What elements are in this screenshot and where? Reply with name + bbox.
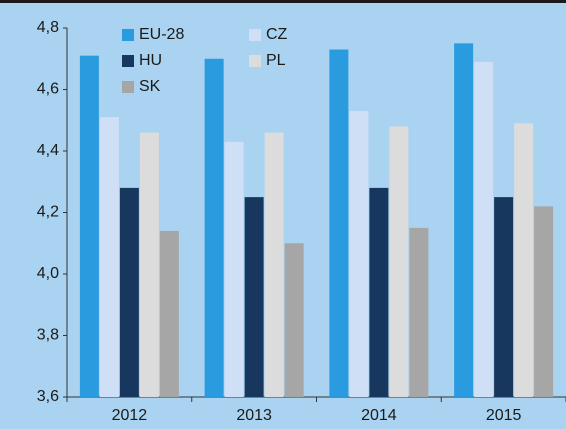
bar xyxy=(139,132,159,398)
bar xyxy=(389,126,409,398)
legend-label: CZ xyxy=(266,26,288,43)
legend-label: SK xyxy=(139,78,161,95)
y-tick-label: 4,8 xyxy=(37,19,59,36)
bar xyxy=(204,58,224,397)
legend-label: HU xyxy=(139,52,162,69)
bar xyxy=(159,230,179,397)
bar xyxy=(329,49,349,398)
bar xyxy=(119,187,139,397)
x-tick-label: 2015 xyxy=(486,407,522,424)
legend-swatch xyxy=(122,81,134,93)
bar xyxy=(224,141,244,397)
bar xyxy=(349,111,369,398)
y-tick-label: 4,4 xyxy=(37,142,59,159)
y-tick-label: 3,8 xyxy=(37,327,59,344)
bar xyxy=(494,197,514,397)
legend-swatch xyxy=(249,55,261,67)
legend-label: EU-28 xyxy=(139,26,184,43)
bar xyxy=(369,187,389,397)
y-tick-label: 4,0 xyxy=(37,265,59,282)
bar xyxy=(244,197,264,397)
x-tick-label: 2012 xyxy=(112,407,148,424)
bar xyxy=(99,117,119,398)
bar xyxy=(284,243,304,397)
legend-swatch xyxy=(122,55,134,67)
x-tick-label: 2013 xyxy=(236,407,272,424)
y-tick-label: 4,2 xyxy=(37,204,59,221)
bar xyxy=(474,61,494,397)
y-tick-label: 4,6 xyxy=(37,81,59,98)
bar xyxy=(534,206,554,397)
bar xyxy=(264,132,284,398)
legend-label: PL xyxy=(266,52,286,69)
legend-swatch xyxy=(122,29,134,41)
bar xyxy=(79,55,99,398)
bar xyxy=(409,227,429,397)
bar xyxy=(454,43,474,397)
top-rule xyxy=(0,0,566,3)
legend-swatch xyxy=(249,29,261,41)
y-tick-label: 3,6 xyxy=(37,388,59,405)
x-tick-label: 2014 xyxy=(361,407,397,424)
bar xyxy=(514,123,534,397)
